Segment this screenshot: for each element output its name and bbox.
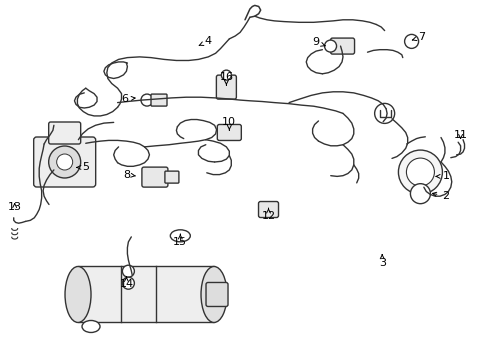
Text: 5: 5: [76, 162, 89, 172]
FancyBboxPatch shape: [218, 125, 241, 140]
Circle shape: [49, 146, 81, 178]
FancyBboxPatch shape: [206, 283, 228, 306]
Circle shape: [398, 150, 442, 194]
Circle shape: [141, 94, 153, 106]
Circle shape: [406, 158, 435, 186]
Ellipse shape: [171, 230, 190, 242]
Text: 4: 4: [199, 36, 212, 46]
Ellipse shape: [201, 266, 227, 323]
Circle shape: [122, 265, 134, 277]
Text: 14: 14: [120, 276, 133, 289]
FancyBboxPatch shape: [259, 202, 278, 217]
Circle shape: [375, 103, 394, 123]
Text: 13: 13: [8, 202, 22, 212]
Circle shape: [221, 70, 231, 80]
Circle shape: [405, 35, 418, 48]
Text: 8: 8: [123, 170, 136, 180]
FancyBboxPatch shape: [331, 38, 355, 54]
FancyBboxPatch shape: [142, 167, 168, 187]
Text: 1: 1: [436, 171, 449, 181]
FancyBboxPatch shape: [151, 94, 167, 106]
Text: 10: 10: [222, 117, 236, 130]
Ellipse shape: [65, 266, 91, 323]
Text: 11: 11: [454, 130, 467, 140]
Text: 2: 2: [433, 191, 449, 201]
FancyBboxPatch shape: [217, 75, 236, 99]
Text: 7: 7: [412, 32, 425, 42]
Text: 16: 16: [220, 72, 233, 85]
Text: 15: 15: [173, 234, 187, 247]
Text: 12: 12: [262, 208, 275, 221]
FancyBboxPatch shape: [49, 122, 81, 144]
Text: 9: 9: [313, 37, 325, 48]
Text: 3: 3: [379, 255, 386, 268]
Circle shape: [57, 154, 73, 170]
FancyBboxPatch shape: [165, 171, 179, 183]
Circle shape: [122, 277, 134, 289]
Circle shape: [324, 40, 337, 52]
Ellipse shape: [82, 320, 100, 333]
Circle shape: [411, 184, 430, 204]
FancyBboxPatch shape: [78, 266, 214, 323]
FancyBboxPatch shape: [34, 137, 96, 187]
Text: 6: 6: [122, 94, 135, 104]
